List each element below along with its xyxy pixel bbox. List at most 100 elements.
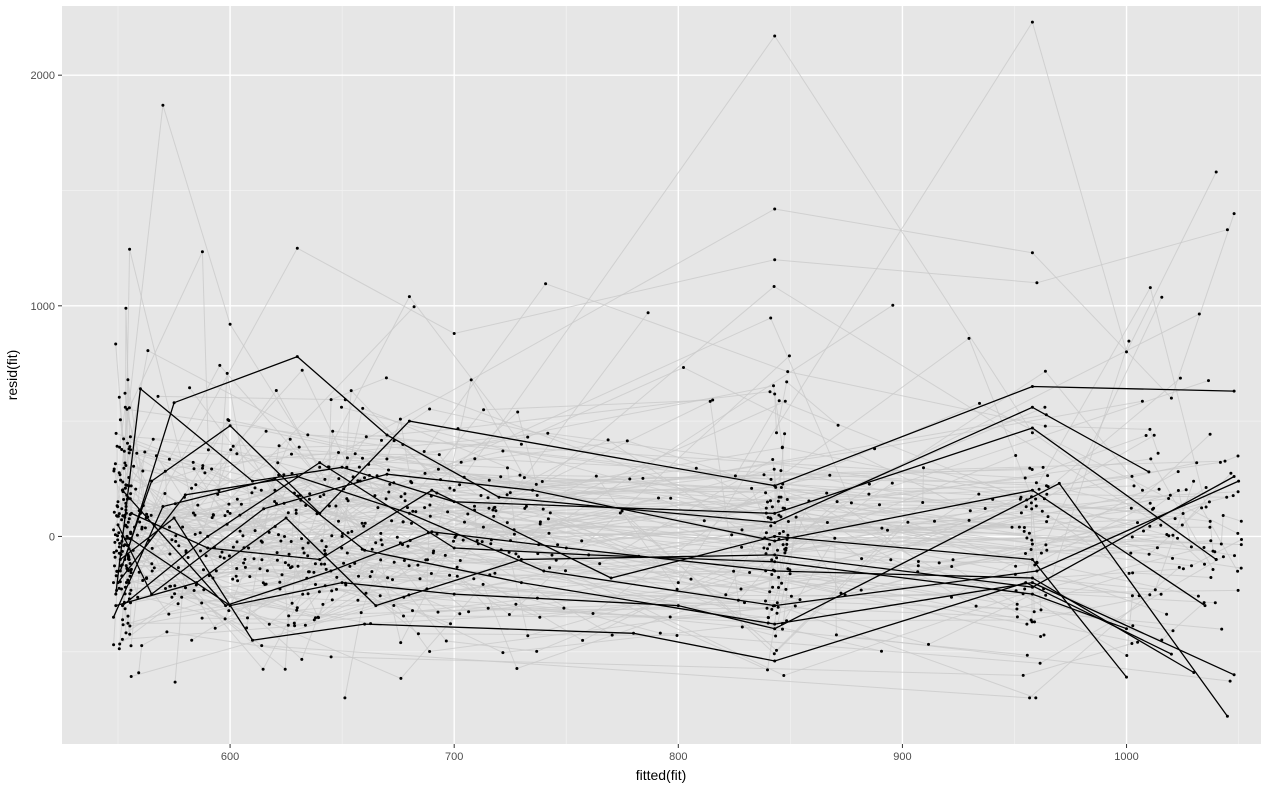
data-point [1148,286,1152,290]
data-point [711,398,715,402]
data-point [324,567,328,571]
data-point [1127,571,1131,575]
data-point [886,528,889,532]
data-point [398,417,402,421]
data-point [188,386,192,390]
data-point [1225,228,1229,232]
data-point [772,652,776,656]
data-point [177,544,181,548]
data-point [1136,640,1140,644]
data-point [1209,539,1213,543]
data-point [149,513,153,517]
data-point [423,471,427,475]
data-point [974,604,978,608]
data-point [1130,594,1134,598]
data-point [522,476,526,480]
data-point [606,438,610,442]
data-point [766,547,769,551]
data-point [277,533,280,537]
data-point [547,531,551,535]
data-point [122,466,126,470]
data-point [472,577,476,581]
data-point [193,532,197,536]
data-point [764,552,768,556]
data-point [112,581,115,585]
data-point [115,504,119,508]
data-point [1232,212,1236,216]
data-point [467,610,471,614]
data-point [384,497,388,501]
data-point [1202,546,1206,549]
data-point [379,538,383,542]
data-point [1221,555,1225,559]
data-point [200,601,204,605]
data-point [335,587,338,591]
data-point [1046,485,1050,489]
data-point [173,592,177,596]
data-point [452,332,456,335]
data-point [167,457,171,461]
data-point [348,564,352,568]
data-point [186,556,190,559]
background-series-line [297,400,786,567]
data-point [231,577,235,581]
data-point [114,431,118,435]
data-point [784,587,788,591]
data-point [114,342,118,346]
data-point [1214,170,1218,174]
data-point [115,569,119,573]
data-point [373,494,377,498]
data-point [732,569,736,573]
data-point [151,437,155,441]
data-point [487,506,491,510]
data-point [1240,538,1243,541]
data-point [146,349,150,353]
data-point [1148,501,1152,505]
data-point [501,651,505,655]
data-point [1153,588,1157,592]
data-point [170,595,174,599]
data-point [118,445,122,449]
data-point [512,532,516,536]
data-point [416,632,420,636]
data-point [246,616,249,620]
data-point [121,623,125,627]
data-point [750,486,754,490]
data-point [316,615,320,619]
data-point [769,524,773,528]
data-point [1025,536,1029,540]
data-point [370,570,374,574]
data-point [1044,593,1048,597]
data-point [399,495,403,499]
background-series-line [226,496,1242,569]
data-point [1034,481,1038,485]
data-point [479,494,483,497]
data-point [1204,505,1208,509]
data-point [248,575,252,579]
data-point [295,246,299,250]
data-point [306,592,310,596]
data-point [334,504,338,508]
data-point [786,370,790,374]
data-point [194,583,198,587]
data-point [658,631,662,635]
data-point [125,407,129,411]
data-point [554,558,558,562]
data-point [361,456,364,460]
data-point [775,648,778,652]
data-point [337,451,340,454]
data-point [128,445,132,449]
data-point [117,545,121,549]
data-point [236,579,240,583]
data-point [777,575,781,579]
data-point [176,566,180,570]
data-point [1045,548,1049,552]
data-point [141,579,145,582]
data-point [776,548,779,552]
data-point [1156,451,1160,455]
data-point [287,614,291,618]
data-point [1045,520,1049,524]
data-point [466,512,470,516]
background-series-line [202,561,1018,621]
data-point [126,520,130,524]
